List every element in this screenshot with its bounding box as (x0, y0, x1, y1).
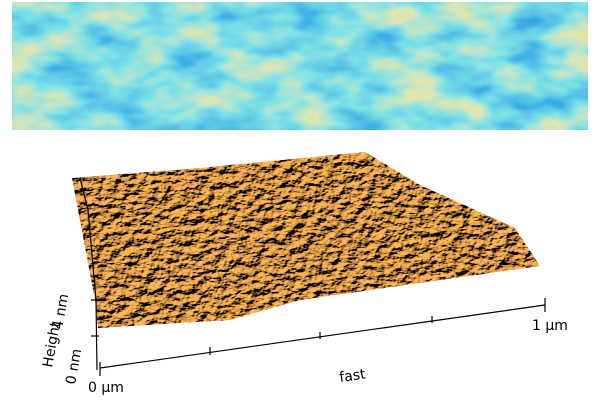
surface-3d (60, 140, 560, 340)
x-axis-title: fast (338, 366, 367, 386)
height-min-label: 0 nm (63, 348, 85, 386)
height-axis-title: Height (40, 320, 64, 369)
figure: 0 µm 1 µm fast 4 nm Height 0 nm (0, 0, 592, 401)
x-end-label: 1 µm (532, 318, 568, 334)
x-start-label: 0 µm (88, 380, 124, 396)
height-map (12, 2, 588, 130)
